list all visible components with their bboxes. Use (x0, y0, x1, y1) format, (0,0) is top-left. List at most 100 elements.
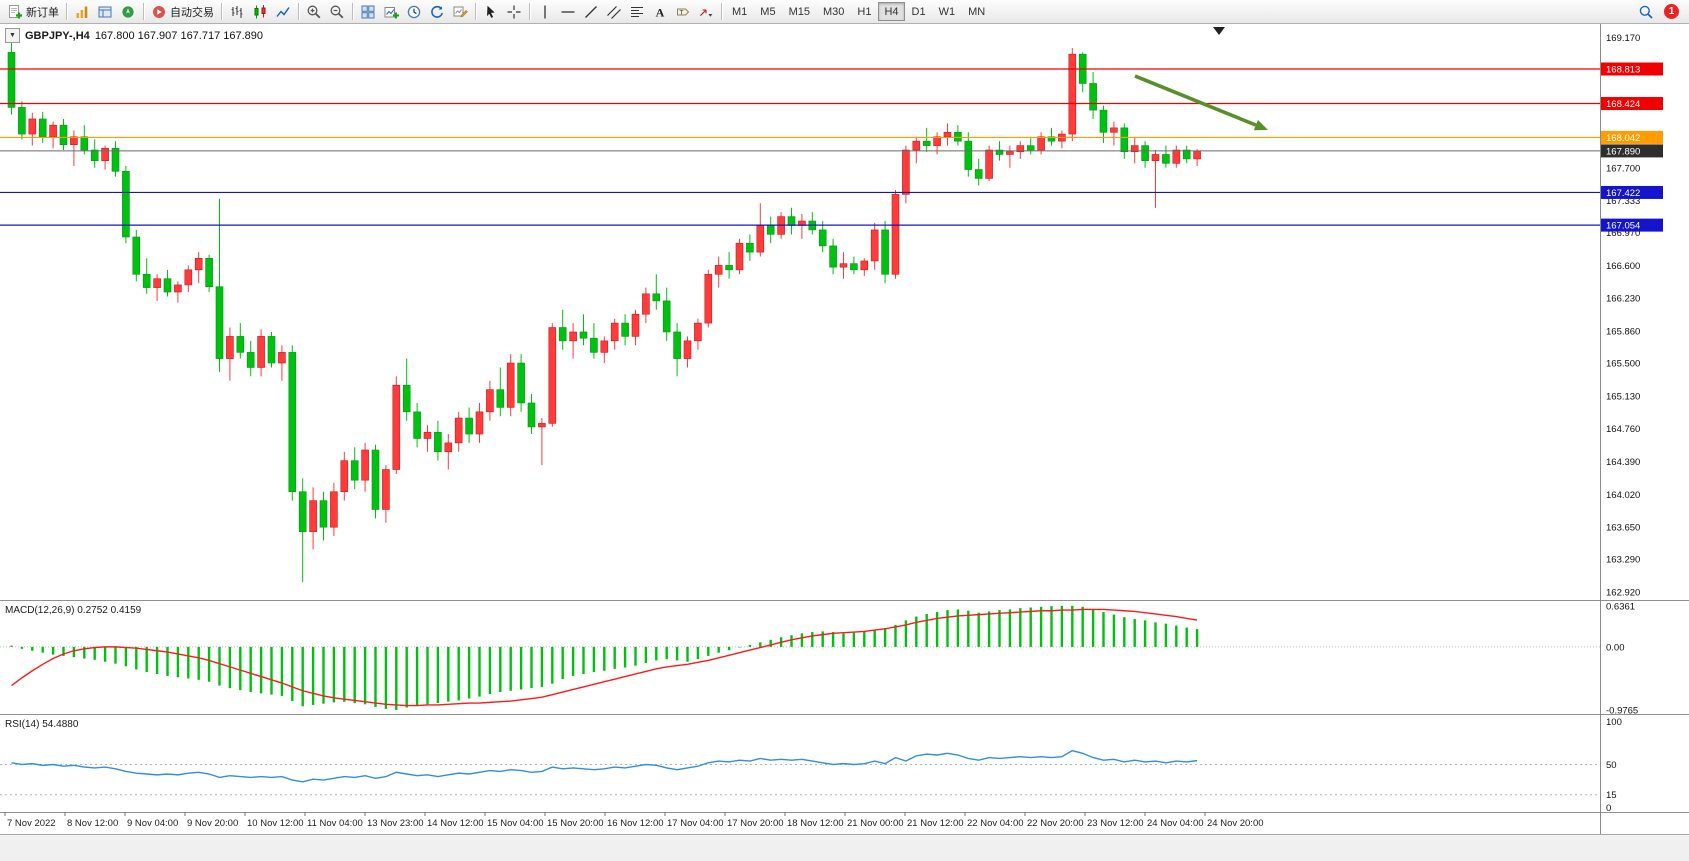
new-chart-button[interactable] (380, 1, 402, 22)
candle (163, 278, 172, 293)
rsi-line (11, 749, 1198, 783)
text-label-button[interactable]: T (672, 1, 694, 22)
search-button[interactable] (1635, 1, 1657, 22)
timeframe-H4[interactable]: H4 (878, 2, 905, 21)
data-window-icon (98, 6, 112, 17)
candle (735, 242, 744, 271)
trend-arrow[interactable] (1134, 74, 1257, 127)
candle (465, 417, 473, 435)
svg-text:T: T (680, 9, 684, 16)
zoom-in-button[interactable] (303, 1, 325, 22)
price-tag (1601, 62, 1663, 76)
toolbar-right-group: 1 (1635, 1, 1685, 22)
rsi-indicator-label: RSI(14) 54.4880 (5, 719, 79, 730)
macd-axis-label: 0.6361 (1606, 601, 1635, 612)
candle (1099, 109, 1108, 133)
price-tag-label: 168.424 (1606, 99, 1640, 110)
candlestick-chart-button[interactable] (249, 1, 271, 22)
candle (902, 149, 910, 195)
candle (236, 336, 245, 353)
candle (371, 449, 380, 510)
candle (1182, 149, 1191, 160)
price-tag-label: 167.422 (1606, 188, 1640, 199)
chart-area[interactable]: 169.170 167.700 167.333 166.970 166.600 166.2… (0, 24, 1689, 861)
price-tag (1601, 130, 1663, 144)
refresh-button[interactable] (426, 1, 448, 22)
period-clock-button[interactable] (403, 1, 425, 22)
candle (569, 331, 577, 342)
trendline-button[interactable] (580, 1, 602, 22)
refresh-icon (431, 5, 443, 18)
timeframe-M1[interactable]: M1 (726, 2, 753, 21)
price-axis-label: 164.760 (1606, 424, 1640, 435)
price-axis-label: 165.860 (1606, 327, 1640, 338)
tile-windows-button[interactable] (357, 1, 379, 22)
candle (1026, 145, 1035, 151)
candle (1110, 127, 1118, 133)
timeframe-M5[interactable]: M5 (754, 2, 781, 21)
fibonacci-button[interactable] (626, 1, 648, 22)
time-axis-label: 10 Nov 12:00 (247, 818, 304, 829)
candlestick-chart-icon (254, 4, 266, 18)
crosshair-button[interactable] (503, 1, 525, 22)
text-button[interactable]: A (649, 1, 671, 22)
new-chart-icon (384, 6, 399, 18)
candle (340, 460, 349, 493)
vertical-line-button[interactable] (534, 1, 556, 22)
autotrading-button[interactable]: 自动交易 (148, 1, 217, 22)
candle (1006, 151, 1014, 155)
new-order-button[interactable]: 新订单 (4, 1, 62, 22)
timeframe-M15[interactable]: M15 (783, 2, 816, 21)
data-window-button[interactable] (94, 1, 116, 22)
price-axis-label: 164.020 (1606, 490, 1640, 501)
candle (423, 431, 432, 439)
timeframe-W1[interactable]: W1 (933, 2, 962, 21)
notification-badge[interactable]: 1 (1664, 4, 1679, 19)
candle (1162, 154, 1170, 164)
time-axis-label: 13 Nov 23:00 (367, 818, 424, 829)
candle (38, 118, 47, 138)
time-axis-label: 17 Nov 20:00 (727, 818, 784, 829)
timeframe-D1[interactable]: D1 (906, 2, 932, 21)
timeframe-M30[interactable]: M30 (817, 2, 850, 21)
candle (226, 336, 234, 359)
candle (1193, 150, 1201, 160)
timeframe-H1[interactable]: H1 (851, 2, 877, 21)
price-tag-label: 167.890 (1606, 146, 1640, 157)
arrows-dropdown-button[interactable] (695, 1, 717, 22)
equidistant-channel-button[interactable] (603, 1, 625, 22)
toolbar-separator (298, 3, 299, 20)
line-chart-button[interactable] (272, 1, 294, 22)
navigator-button[interactable] (117, 1, 139, 22)
candle (631, 313, 640, 337)
chart-properties-icon (453, 6, 468, 17)
price-axis-label: 164.390 (1606, 457, 1640, 468)
market-watch-button[interactable] (71, 1, 93, 22)
candle (486, 389, 494, 413)
time-axis-label: 17 Nov 04:00 (667, 818, 724, 829)
candle (881, 229, 889, 275)
time-axis-label: 7 Nov 2022 (7, 818, 56, 829)
market-watch-icon (76, 6, 88, 18)
candle (850, 263, 858, 271)
horizontal-line-button[interactable] (557, 1, 579, 22)
candle (662, 300, 671, 333)
chart-canvas[interactable]: 169.170 167.700 167.333 166.970 166.600 166.2… (0, 24, 1689, 860)
candle (7, 52, 16, 108)
price-axis-label: 166.600 (1606, 261, 1640, 272)
candle (1130, 145, 1139, 153)
crosshair-icon (507, 5, 521, 18)
toolbar-separator (143, 3, 144, 20)
candle (434, 431, 442, 453)
zoom-out-button[interactable] (326, 1, 348, 22)
vertical-line-icon (544, 5, 546, 18)
candle (912, 140, 921, 151)
one-click-trading-toggle-icon[interactable]: ▼ (5, 28, 20, 43)
timeframe-MN[interactable]: MN (962, 2, 991, 21)
candle (1089, 83, 1097, 111)
chart-properties-button[interactable] (449, 1, 471, 22)
timeframe-toolbar: M1 M5 M15 M30 H1 H4 D1 W1 MN (726, 2, 991, 21)
price-axis-label: 162.920 (1606, 588, 1640, 599)
bar-chart-button[interactable] (226, 1, 248, 22)
cursor-button[interactable] (480, 1, 502, 22)
